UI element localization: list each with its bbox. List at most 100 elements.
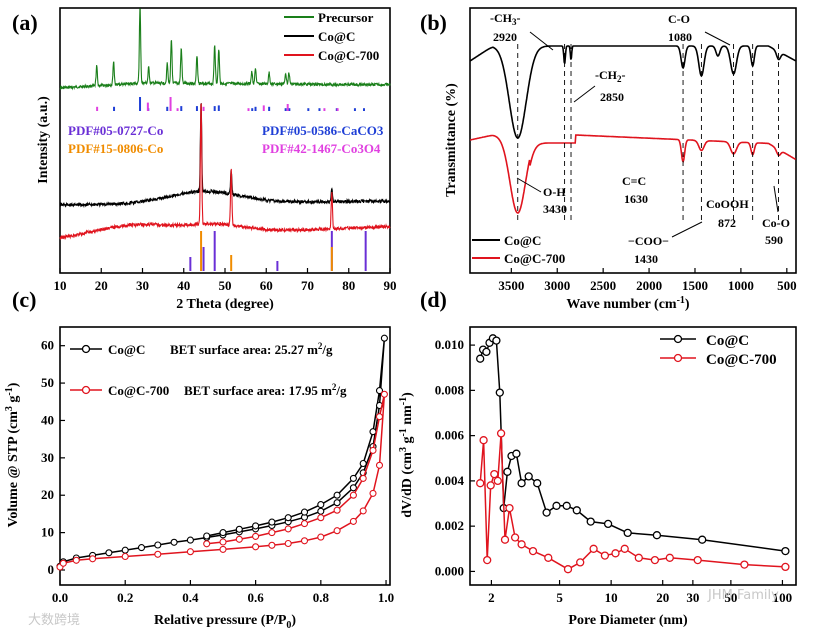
d-xtick-label: 100 — [773, 590, 793, 605]
c-ytick-label: 10 — [41, 525, 54, 540]
c-point — [300, 508, 309, 516]
arrow-co — [704, 31, 731, 46]
c-point — [105, 549, 113, 557]
arrow-coo — [671, 221, 703, 238]
a-xtick-label: 10 — [54, 278, 67, 293]
b-xtick-label: 2000 — [636, 278, 662, 293]
c-point — [89, 555, 97, 563]
a-series-co-c-700 — [59, 103, 391, 241]
panel-b-ylabel: Transmittance (%) — [444, 83, 459, 197]
annot-ch2: -CH2- — [595, 68, 626, 84]
c-point — [121, 546, 129, 554]
annot-cc: C=C — [622, 174, 646, 188]
annot-cooh-value: 872 — [718, 216, 736, 230]
c-point — [349, 517, 357, 525]
panel-b: (b) 3500 3000 2500 2000 1500 1000 500 Wave num… — [420, 7, 797, 312]
arrow-ch3 — [529, 31, 554, 51]
d-ytick-label: 0.008 — [435, 382, 465, 397]
panel-d: (d) 2 5 10 20 30 50 100 0.000 0.002 0.004 0.006 0.0… — [398, 287, 797, 628]
panel-c-ticks: 0.0 0.2 0.4 0.6 0.8 1.0 0 10 20 30 40 50 60 — [41, 338, 394, 605]
a-xtick-label: 60 — [260, 278, 273, 293]
annot-cc-value: 1630 — [624, 192, 648, 206]
ref-label-co-05-0727: PDF#05-0727-Co — [68, 123, 163, 138]
d-xtick-label: 2 — [488, 590, 495, 605]
annot-co-value: 1080 — [668, 30, 692, 44]
d-point — [600, 551, 610, 560]
watermark-right: JHM Family — [707, 588, 779, 603]
d-point — [634, 553, 643, 562]
c-xtick-label: 0.0 — [52, 590, 68, 605]
c-point — [154, 541, 162, 549]
panel-b-annotations: -CH3- 2920 -CH2- 2850 C-O 1080 O-H 3430 … — [490, 11, 790, 266]
panel-c-frame — [59, 326, 391, 586]
c-point — [203, 532, 211, 540]
panel-c-plot — [56, 334, 388, 571]
a-xtick-label: 30 — [136, 278, 149, 293]
panel-d-legend: Co@C Co@C-700 — [660, 333, 777, 368]
annot-coo2: Co-O — [762, 216, 790, 230]
legend-marker-d-coc — [673, 334, 683, 344]
d-point — [781, 562, 790, 572]
c-point — [333, 499, 341, 507]
c-point — [380, 390, 388, 398]
panel-a-plot — [59, 8, 391, 271]
c-ytick-label: 50 — [41, 375, 54, 390]
d-point — [492, 336, 501, 345]
a-ref-4 — [96, 97, 339, 111]
c-point — [235, 535, 243, 543]
d-point — [650, 555, 660, 565]
d-ytick-label: 0.010 — [435, 337, 464, 352]
d-point — [517, 540, 526, 549]
c-point — [219, 529, 227, 537]
d-point — [652, 531, 662, 540]
d-ytick-label: 0.004 — [435, 473, 465, 488]
d-series-coc — [479, 337, 786, 552]
legend-marker-c-coc700 — [81, 385, 91, 395]
d-series-coc700 — [479, 433, 786, 571]
c-point — [349, 474, 357, 482]
arrow-oh — [516, 177, 542, 193]
panel-b-frame — [469, 7, 797, 274]
c-point — [252, 532, 260, 540]
d-xtick-label: 50 — [724, 590, 737, 605]
d-point — [552, 501, 561, 510]
legend-coc700: Co@C-700 — [318, 48, 379, 63]
d-point — [603, 519, 613, 529]
c-point — [333, 506, 341, 514]
d-point — [576, 558, 585, 567]
d-point — [620, 544, 629, 553]
legend-b-coc700: Co@C-700 — [504, 251, 565, 266]
panel-c-xlabel: Relative pressure (P/P0) — [154, 613, 296, 631]
c-point — [317, 507, 325, 515]
d-point — [562, 501, 571, 510]
c-ytick-label: 0 — [48, 562, 55, 577]
c-point — [252, 543, 260, 551]
panel-a-xlabel: 2 Theta (degree) — [176, 297, 274, 312]
b-xtick-label: 500 — [777, 278, 797, 293]
a-xtick-label: 50 — [219, 278, 232, 293]
c-point — [369, 428, 377, 436]
c-point — [72, 556, 80, 564]
legend-b-coc: Co@C — [504, 233, 541, 248]
d-point — [533, 479, 542, 488]
d-point — [512, 449, 521, 458]
d-xtick-label: 30 — [686, 590, 699, 605]
a-xtick-label: 40 — [177, 278, 190, 293]
d-point — [781, 546, 790, 556]
d-point — [544, 553, 553, 562]
legend-d-coc700: Co@C-700 — [706, 352, 777, 368]
annot-oh-value: 3430 — [543, 202, 567, 216]
annot-coo: −COO− — [628, 234, 669, 248]
c-ytick-label: 30 — [41, 450, 54, 465]
c-point — [375, 461, 384, 469]
a-xtick-label: 20 — [95, 278, 108, 293]
d-point — [528, 546, 538, 556]
arrow-coo2 — [773, 185, 779, 213]
d-ytick-label: 0.006 — [435, 428, 465, 443]
ref-label-co3o4: PDF#42-1467-Co3O4 — [262, 141, 381, 156]
panel-b-label: (b) — [420, 10, 447, 35]
d-point — [524, 472, 533, 481]
panel-a-legend: Precursor Co@C Co@C-700 — [284, 10, 379, 63]
panel-b-xlabel: Wave number (cm-1) — [566, 295, 690, 312]
c-point — [284, 525, 292, 533]
